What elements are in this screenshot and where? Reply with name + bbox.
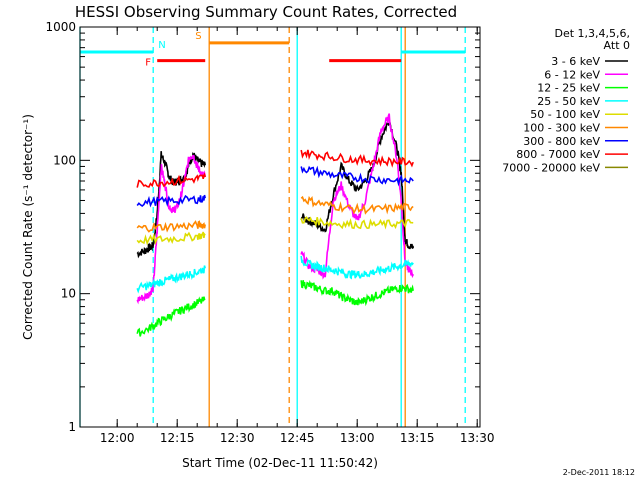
series-line-7-0 — [136, 172, 206, 188]
series-line-1-0 — [136, 154, 206, 305]
x-tick-label-1: 12:15 — [160, 431, 195, 445]
axes: 12:00 12:15 12:30 12:45 13:00 13:15 13:30 1 10 10… — [45, 20, 494, 445]
series-line-3-0 — [136, 265, 206, 294]
y-axis-label: Corrected Count Rate (s⁻¹ detector⁻¹) — [21, 114, 35, 340]
flag-label-S: S — [195, 31, 201, 42]
y-tick-label-3: 1000 — [45, 20, 76, 34]
y-tick-label-1: 10 — [61, 287, 76, 301]
legend-label-2: 12 - 25 keV — [537, 82, 600, 95]
series-line-7-1 — [300, 149, 414, 168]
chart-title: HESSI Observing Summary Count Rates, Cor… — [75, 3, 457, 21]
legend-label-6: 300 - 800 keV — [523, 135, 600, 148]
timestamp: 2-Dec-2011 18:12 — [563, 468, 635, 477]
x-tick-label-2: 12:30 — [220, 431, 255, 445]
series-line-1-1 — [300, 113, 414, 280]
flag-label-F: F — [145, 58, 151, 69]
series-line-5-1 — [300, 195, 414, 215]
x-tick-label-4: 13:00 — [340, 431, 375, 445]
x-axis-label: Start Time (02-Dec-11 11:50:42) — [182, 456, 378, 470]
series-line-2-1 — [300, 280, 414, 307]
legend-label-5: 100 - 300 keV — [523, 122, 600, 135]
x-tick-label-6: 13:30 — [460, 431, 495, 445]
series-line-2-0 — [136, 296, 206, 337]
series-line-6-0 — [136, 194, 206, 208]
series-line-4-1 — [300, 216, 414, 230]
plot-lines: NF S — [79, 27, 466, 427]
x-tick-label-5: 13:15 — [400, 431, 435, 445]
y-tick-label-2: 100 — [53, 153, 76, 167]
legend-label-8: 7000 - 20000 keV — [502, 161, 600, 174]
x-tick-label-3: 12:45 — [280, 431, 315, 445]
y-tick-label-0: 1 — [68, 420, 76, 434]
flag-label-N: N — [158, 40, 165, 51]
legend-header-line-2: Att 0 — [604, 39, 630, 52]
legend-label-3: 25 - 50 keV — [537, 95, 600, 108]
legend-label-4: 50 - 100 keV — [530, 108, 600, 121]
legend-label-0: 3 - 6 keV — [551, 55, 600, 68]
series-line-3-1 — [300, 255, 414, 280]
plot-frame — [79, 26, 481, 428]
series-line-5-0 — [136, 220, 206, 233]
legend-header-line-1: Det 1,3,4,5,6, — [554, 27, 630, 40]
series-line-4-0 — [136, 231, 206, 246]
legend-label-1: 6 - 12 keV — [544, 68, 600, 81]
series-line-0-1 — [300, 120, 414, 250]
legend-label-7: 800 - 7000 keV — [516, 148, 600, 161]
series-line-6-1 — [300, 165, 414, 187]
x-tick-label-0: 12:00 — [100, 431, 135, 445]
